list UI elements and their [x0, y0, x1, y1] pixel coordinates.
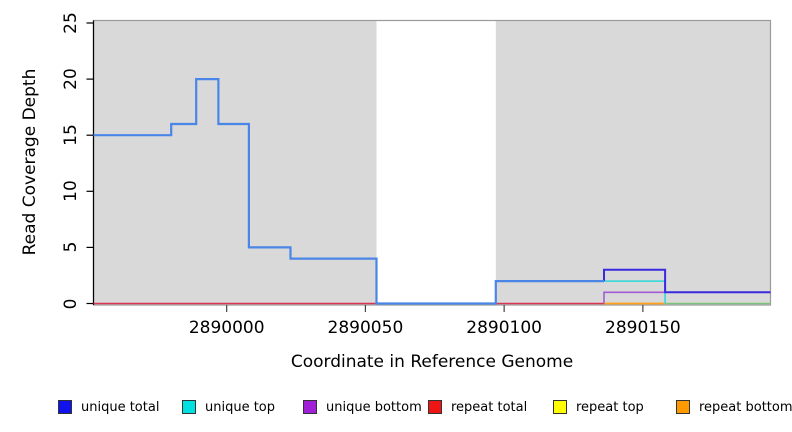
left-shaded-region: [93, 20, 377, 305]
x-tick-label: 2890000: [188, 318, 265, 338]
y-tick-label: 25: [61, 12, 81, 34]
legend-swatch-icon: [553, 400, 567, 414]
legend-item-repeat-bottom: repeat bottom: [676, 398, 792, 416]
legend-item-repeat-top: repeat top: [553, 398, 644, 416]
unshaded-gap-region: [376, 20, 496, 305]
y-tick-label: 10: [61, 180, 81, 203]
series-unique-bottom: [603, 291, 666, 304]
x-tick-label: 2890050: [327, 318, 404, 338]
legend-swatch-icon: [58, 400, 72, 414]
legend-label: unique top: [205, 399, 276, 415]
right-shaded-region: [495, 20, 771, 305]
y-tick-label: 20: [61, 68, 81, 90]
legend-label: repeat total: [451, 399, 528, 415]
legend-swatch-icon: [182, 400, 196, 414]
legend-item-repeat-total: repeat total: [428, 398, 527, 416]
legend-swatch-icon: [303, 400, 317, 414]
y-tick-label: 15: [61, 124, 81, 147]
series-total-coverage: [93, 77, 604, 305]
legend: unique total unique top unique bottom repea…: [0, 398, 792, 418]
y-tick-label: 0: [61, 298, 81, 309]
legend-item-unique-total: unique total: [58, 398, 159, 416]
legend-swatch-icon: [428, 400, 442, 414]
y-axis-title: Read Coverage Depth: [20, 68, 40, 256]
legend-swatch-icon: [676, 400, 690, 414]
legend-label: unique bottom: [326, 399, 422, 415]
legend-label: repeat bottom: [699, 399, 792, 415]
legend-label: repeat top: [576, 399, 644, 415]
series-unique-total: [603, 268, 771, 294]
legend-item-unique-bottom: unique bottom: [303, 398, 422, 416]
x-tick-label: 2890100: [466, 318, 542, 338]
legend-label: unique total: [81, 399, 160, 415]
y-tick-label: 5: [61, 241, 81, 253]
legend-item-unique-top: unique top: [182, 398, 275, 416]
x-tick-label: 2890150: [605, 318, 681, 338]
x-axis-title: Coordinate in Reference Genome: [290, 352, 574, 372]
